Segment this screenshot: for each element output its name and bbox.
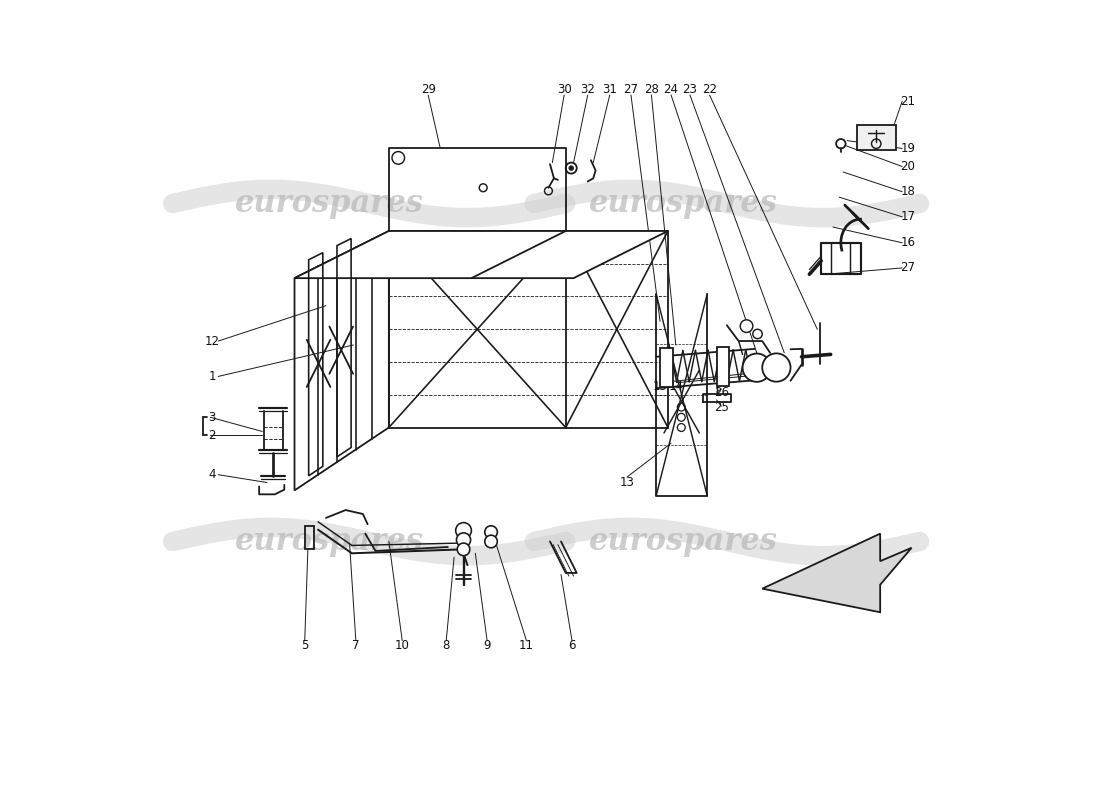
Text: 1: 1 bbox=[208, 370, 216, 383]
Text: 2: 2 bbox=[208, 429, 216, 442]
Text: 17: 17 bbox=[900, 210, 915, 223]
Polygon shape bbox=[857, 125, 895, 150]
Text: 27: 27 bbox=[624, 83, 638, 96]
Text: 18: 18 bbox=[900, 185, 915, 198]
Text: 3: 3 bbox=[208, 410, 216, 424]
Polygon shape bbox=[762, 534, 912, 612]
Text: 19: 19 bbox=[900, 142, 915, 155]
Text: 25: 25 bbox=[714, 402, 729, 414]
Text: 4: 4 bbox=[208, 468, 216, 481]
Text: 23: 23 bbox=[682, 83, 697, 96]
Text: 6: 6 bbox=[569, 638, 575, 652]
Text: 5: 5 bbox=[301, 638, 308, 652]
Circle shape bbox=[458, 543, 470, 556]
Text: 22: 22 bbox=[702, 83, 717, 96]
Text: 27: 27 bbox=[900, 262, 915, 274]
Text: 14: 14 bbox=[669, 380, 684, 393]
Polygon shape bbox=[717, 347, 729, 386]
Polygon shape bbox=[295, 231, 668, 278]
Text: eurospares: eurospares bbox=[235, 188, 425, 219]
Text: 16: 16 bbox=[900, 236, 915, 250]
Text: 24: 24 bbox=[663, 83, 679, 96]
Text: 26: 26 bbox=[714, 386, 729, 398]
Text: 30: 30 bbox=[557, 83, 572, 96]
Circle shape bbox=[485, 526, 497, 538]
Text: eurospares: eurospares bbox=[590, 526, 778, 557]
Text: 7: 7 bbox=[352, 638, 360, 652]
Circle shape bbox=[569, 166, 573, 170]
Circle shape bbox=[455, 522, 472, 538]
Circle shape bbox=[762, 354, 791, 382]
Text: 20: 20 bbox=[900, 160, 915, 173]
Circle shape bbox=[742, 354, 771, 382]
Circle shape bbox=[740, 320, 752, 332]
Text: eurospares: eurospares bbox=[235, 526, 425, 557]
Circle shape bbox=[456, 533, 471, 547]
Text: 9: 9 bbox=[483, 638, 491, 652]
Text: 29: 29 bbox=[420, 83, 436, 96]
Circle shape bbox=[752, 330, 762, 338]
Polygon shape bbox=[388, 231, 668, 427]
Text: 32: 32 bbox=[581, 83, 595, 96]
Text: 21: 21 bbox=[900, 94, 915, 108]
Text: 15: 15 bbox=[652, 380, 668, 393]
Text: 11: 11 bbox=[519, 638, 534, 652]
Text: 12: 12 bbox=[205, 334, 220, 347]
Text: 8: 8 bbox=[442, 638, 450, 652]
Polygon shape bbox=[660, 348, 672, 387]
Text: 13: 13 bbox=[619, 476, 635, 489]
Polygon shape bbox=[295, 231, 668, 278]
Text: 31: 31 bbox=[603, 83, 617, 96]
Polygon shape bbox=[295, 231, 388, 490]
Text: 28: 28 bbox=[644, 83, 659, 96]
Text: eurospares: eurospares bbox=[590, 188, 778, 219]
Circle shape bbox=[485, 535, 497, 548]
Text: 10: 10 bbox=[395, 638, 409, 652]
